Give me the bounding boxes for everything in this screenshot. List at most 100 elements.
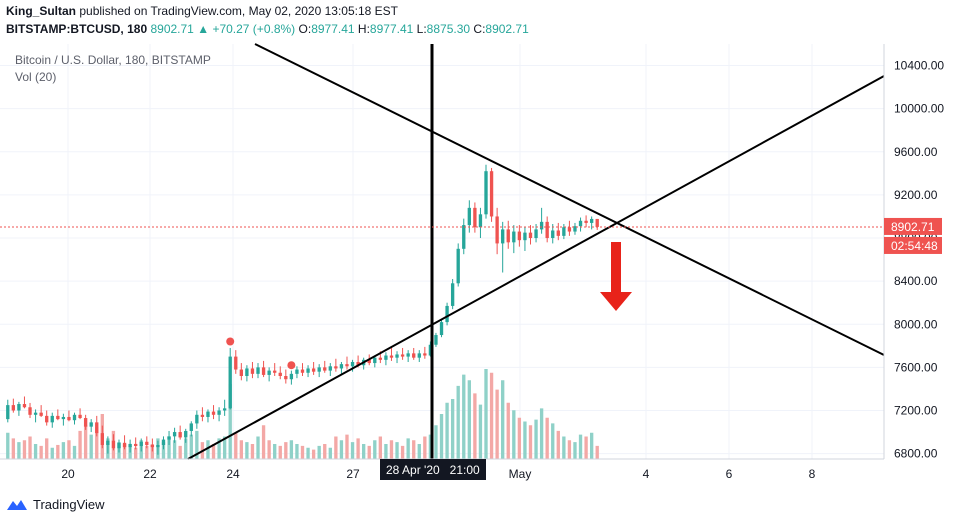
- candle-body: [473, 207, 477, 228]
- volume-bar: [378, 436, 383, 459]
- candle-body: [389, 355, 394, 358]
- volume-bar: [17, 442, 21, 459]
- chart-legend[interactable]: Bitcoin / U.S. Dollar, 180, BITSTAMP Vol…: [15, 52, 211, 86]
- volume-bar: [323, 444, 327, 459]
- high-value: 8977.41: [369, 22, 414, 36]
- volume-bar: [517, 417, 522, 459]
- x-tick-label: May: [509, 467, 532, 481]
- ascending-trendline[interactable]: [187, 75, 885, 460]
- y-tick-label: 10400.00: [894, 59, 944, 73]
- volume-bar: [317, 445, 321, 459]
- candle-body: [517, 231, 522, 241]
- volume-bar: [206, 440, 210, 459]
- volume-indicator-label[interactable]: Vol (20): [15, 70, 57, 84]
- volume-bar: [551, 423, 555, 459]
- candle-body: [584, 220, 588, 223]
- volume-bar: [495, 389, 499, 459]
- y-tick-label: 10000.00: [894, 102, 944, 116]
- volume-bar: [278, 445, 282, 459]
- candle-body: [67, 416, 71, 421]
- volume-bar: [406, 438, 410, 459]
- y-tick-label: 9200.00: [894, 188, 938, 202]
- candle-body: [489, 171, 494, 217]
- candle-body: [78, 414, 82, 419]
- volume-bar: [295, 444, 299, 459]
- volume-bar: [456, 385, 460, 459]
- volume-bar: [89, 434, 93, 459]
- x-tick-label: 6: [726, 467, 733, 481]
- candle-body: [400, 354, 405, 357]
- candle-body: [28, 407, 32, 415]
- candle-body: [445, 305, 449, 323]
- candle-body: [512, 231, 516, 243]
- candle-body: [462, 225, 466, 249]
- chart-area[interactable]: 10400.0010000.009600.009200.008800.00840…: [0, 40, 957, 488]
- candle-body: [145, 441, 149, 445]
- brand-name: TradingView: [33, 497, 105, 512]
- event-marker: [226, 337, 235, 346]
- volume-bar: [161, 442, 166, 459]
- candle-body: [545, 221, 549, 239]
- candle-body: [222, 408, 227, 411]
- last-price: 8902.71: [150, 22, 194, 36]
- candle-body: [83, 418, 88, 427]
- volume-bar: [484, 369, 488, 459]
- volume-bar: [211, 444, 216, 459]
- candle-body: [328, 366, 332, 371]
- volume-bar: [11, 438, 16, 459]
- crosshair-time-label: 28 Apr '20 21:00: [386, 463, 480, 477]
- candle-body: [211, 411, 216, 415]
- volume-bar: [134, 447, 138, 459]
- candle-body: [122, 442, 127, 448]
- volume-bar: [256, 436, 260, 459]
- candle-body: [195, 414, 199, 424]
- series-title[interactable]: Bitcoin / U.S. Dollar, 180, BITSTAMP: [15, 53, 211, 67]
- descending-trendline[interactable]: [254, 43, 885, 356]
- volume-bar: [584, 436, 588, 459]
- tradingview-logo[interactable]: TradingView: [6, 497, 105, 512]
- volume-bar: [545, 417, 549, 459]
- candle-body: [578, 220, 583, 227]
- low-value: 8875.30: [426, 22, 471, 36]
- candle-body: [128, 443, 132, 448]
- candle-body: [339, 364, 344, 369]
- down-arrow-icon[interactable]: [600, 242, 632, 311]
- candle-body: [150, 444, 155, 448]
- volume-bar: [439, 414, 444, 459]
- candle-body: [250, 368, 255, 374]
- last-price-tag: 8902.71 02:54:48: [884, 217, 942, 254]
- candle-body: [378, 357, 383, 360]
- price-chart[interactable]: 10400.0010000.009600.009200.008800.00840…: [0, 40, 957, 488]
- volume-bar: [350, 442, 355, 459]
- crosshair-time-tag: 28 Apr '20 21:00: [380, 459, 486, 480]
- volume-bar: [328, 447, 332, 459]
- volume-bar: [45, 438, 49, 459]
- x-tick-label: 20: [61, 467, 75, 481]
- volume-bar: [61, 442, 66, 459]
- volume-bar: [67, 440, 71, 459]
- candle-body: [595, 218, 599, 227]
- x-tick-label: 8: [809, 467, 816, 481]
- candle-body: [428, 344, 433, 356]
- volume-bar: [239, 440, 243, 459]
- volume-bar: [462, 374, 466, 459]
- candle-body: [45, 415, 49, 423]
- volume-bar: [195, 430, 199, 459]
- candle-body: [22, 404, 27, 408]
- candle-body: [161, 439, 166, 445]
- candle-body: [278, 372, 282, 376]
- candle-body: [273, 370, 277, 373]
- volume-bar: [234, 432, 238, 459]
- candle-body: [395, 354, 399, 358]
- author-name[interactable]: King_Sultan: [6, 4, 77, 18]
- volume-bar: [367, 445, 371, 459]
- y-tick-label: 8000.00: [894, 317, 938, 331]
- publish-info: King_Sultan published on TradingView.com…: [6, 4, 398, 18]
- volume-bar: [523, 421, 527, 459]
- candle-body: [573, 226, 577, 232]
- candle-body: [117, 442, 121, 449]
- volume-bar: [423, 436, 427, 459]
- drawings[interactable]: [187, 43, 885, 460]
- volume-bar: [434, 425, 438, 459]
- candle-body: [134, 443, 138, 447]
